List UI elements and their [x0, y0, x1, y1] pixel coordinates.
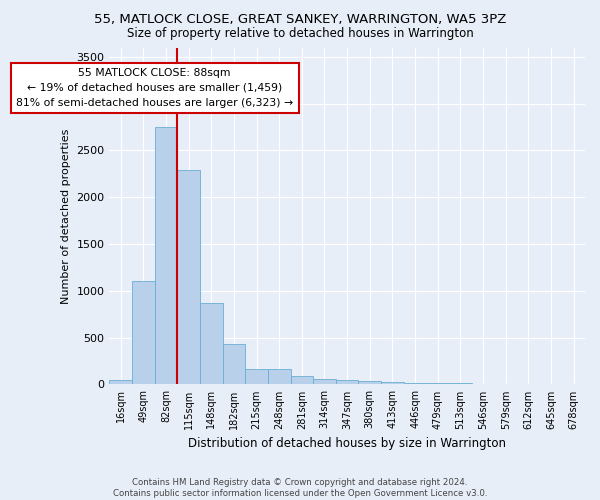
Bar: [336, 380, 358, 384]
Bar: [313, 379, 336, 384]
Bar: [223, 344, 245, 385]
Bar: [381, 382, 404, 384]
Bar: [177, 170, 200, 384]
Bar: [109, 380, 132, 384]
Bar: [427, 383, 449, 384]
Bar: [268, 370, 290, 384]
Text: Size of property relative to detached houses in Warrington: Size of property relative to detached ho…: [127, 28, 473, 40]
Bar: [245, 368, 268, 384]
Text: 55 MATLOCK CLOSE: 88sqm
← 19% of detached houses are smaller (1,459)
81% of semi: 55 MATLOCK CLOSE: 88sqm ← 19% of detache…: [16, 68, 293, 108]
Bar: [200, 303, 223, 384]
Bar: [132, 282, 155, 385]
Y-axis label: Number of detached properties: Number of detached properties: [61, 128, 71, 304]
Text: Contains HM Land Registry data © Crown copyright and database right 2024.
Contai: Contains HM Land Registry data © Crown c…: [113, 478, 487, 498]
X-axis label: Distribution of detached houses by size in Warrington: Distribution of detached houses by size …: [188, 437, 506, 450]
Bar: [290, 376, 313, 384]
Bar: [404, 382, 427, 384]
Bar: [155, 127, 177, 384]
Bar: [358, 381, 381, 384]
Text: 55, MATLOCK CLOSE, GREAT SANKEY, WARRINGTON, WA5 3PZ: 55, MATLOCK CLOSE, GREAT SANKEY, WARRING…: [94, 12, 506, 26]
